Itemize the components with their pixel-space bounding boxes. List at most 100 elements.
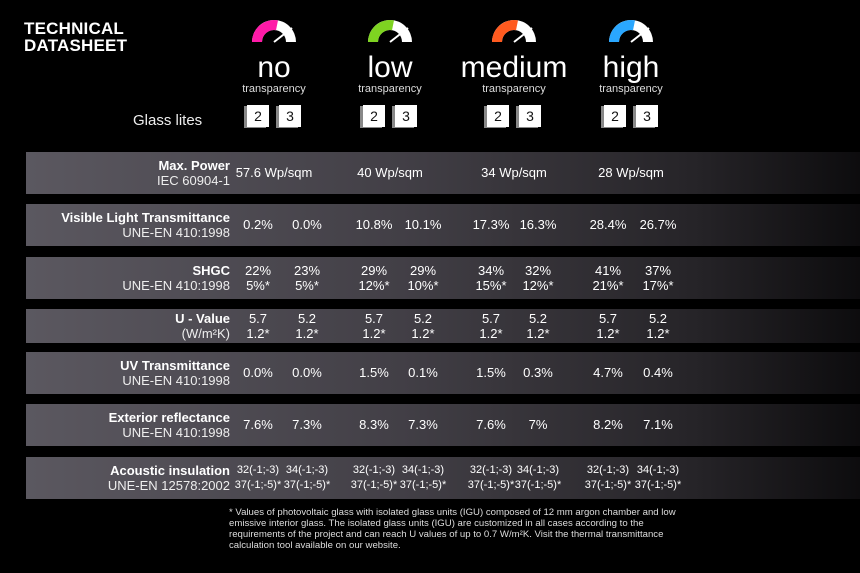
spec-value: 29% 12%* (349, 263, 399, 293)
spec-value: 7.3% (292, 417, 322, 432)
spec-value: 8.3% (359, 417, 389, 432)
spec-value-secondary: 12%* (358, 278, 390, 293)
column-header-medium: medium transparency 2 3 (449, 18, 579, 127)
spec-label: Max. Power (158, 158, 230, 173)
footnote: * Values of photovoltaic glass with isol… (229, 507, 676, 551)
transparency-caption: transparency (482, 83, 546, 95)
spec-value-secondary: 1.2* (479, 326, 503, 341)
transparency-gauge-icon (368, 20, 412, 43)
spec-value: 0.2% (243, 217, 273, 232)
spec-value-secondary: 10%* (407, 278, 439, 293)
spec-value-primary: 34(-1;-3) (636, 464, 680, 476)
glass-lite-2-icon: 2 (487, 105, 509, 127)
spec-row: UV Transmittance UNE-EN 410:1998 0.0% 0.0% 1… (26, 352, 860, 394)
spec-value-primary: 5.7 (481, 311, 501, 326)
spec-value: 37% 17%* (633, 263, 683, 293)
spec-value-primary: 5.7 (248, 311, 268, 326)
spec-value: 28.4% (589, 217, 627, 232)
spec-value: 10.8% (355, 217, 393, 232)
spec-value-secondary: 1.2* (526, 326, 550, 341)
spec-value-primary: 5.2 (297, 311, 317, 326)
spec-value-secondary: 37(-1;-5)* (399, 479, 447, 491)
spec-value: 0.1% (408, 365, 438, 380)
spec-label: Acoustic insulation (110, 463, 230, 478)
transparency-level: no (257, 51, 291, 84)
spec-value-secondary: 5%* (295, 278, 319, 293)
spec-value: 0.0% (243, 365, 273, 380)
spec-value-primary: 32% (524, 263, 552, 278)
spec-label: SHGC (192, 263, 230, 278)
column-header-low: low transparency 2 3 (325, 18, 455, 127)
spec-value-primary: 34(-1;-3) (285, 464, 329, 476)
spec-standard: UNE-EN 12578:2002 (107, 478, 230, 493)
spec-value: 7.3% (408, 417, 438, 432)
spec-value: 0.0% (292, 217, 322, 232)
spec-value-primary: 29% (409, 263, 437, 278)
spec-value: 32(-1;-3) 37(-1;-5)* (233, 463, 283, 493)
spec-value-secondary: 37(-1;-5)* (283, 479, 331, 491)
spec-name: Acoustic insulation UNE-EN 12578:2002 (30, 463, 230, 493)
spec-value: 34(-1;-3) 37(-1;-5)* (398, 463, 448, 493)
spec-value-secondary: 37(-1;-5)* (514, 479, 562, 491)
spec-name: Max. Power IEC 60904-1 (30, 158, 230, 188)
column-header-no: no transparency 2 3 (209, 18, 339, 127)
spec-value: 23% 5%* (282, 263, 332, 293)
spec-value-secondary: 1.2* (246, 326, 270, 341)
spec-value: 4.7% (593, 365, 623, 380)
spec-value-secondary: 1.2* (411, 326, 435, 341)
spec-value: 41% 21%* (583, 263, 633, 293)
glass-lite-3-icon: 3 (279, 105, 301, 127)
spec-value-secondary: 37(-1;-5)* (634, 479, 682, 491)
spec-standard: IEC 60904-1 (157, 173, 230, 188)
spec-standard: UNE-EN 410:1998 (122, 373, 230, 388)
spec-value: 28 Wp/sqm (598, 165, 664, 180)
spec-value: 7.6% (476, 417, 506, 432)
transparency-gauge-icon (252, 20, 296, 43)
spec-value: 34% 15%* (466, 263, 516, 293)
spec-value: 5.7 1.2* (466, 311, 516, 341)
glass-lite-3-icon: 3 (636, 105, 658, 127)
spec-value-primary: 34(-1;-3) (516, 464, 560, 476)
spec-value-primary: 5.2 (528, 311, 548, 326)
spec-value: 1.5% (476, 365, 506, 380)
spec-label: U - Value (175, 311, 230, 326)
glass-lite-3-icon: 3 (519, 105, 541, 127)
spec-value-primary: 34(-1;-3) (401, 464, 445, 476)
spec-label: UV Transmittance (120, 358, 230, 373)
spec-value-primary: 32(-1;-3) (469, 464, 513, 476)
spec-value: 34(-1;-3) 37(-1;-5)* (633, 463, 683, 493)
title-line-2: DATASHEET (24, 36, 128, 55)
spec-value: 0.3% (523, 365, 553, 380)
spec-value-primary: 41% (594, 263, 622, 278)
spec-value: 29% 10%* (398, 263, 448, 293)
title-line-1: TECHNICAL (24, 19, 125, 38)
spec-value-primary: 32(-1;-3) (352, 464, 396, 476)
spec-value: 0.4% (643, 365, 673, 380)
column-header-high: high transparency 2 3 (566, 18, 696, 127)
spec-value: 32(-1;-3) 37(-1;-5)* (349, 463, 399, 493)
spec-value-primary: 5.7 (364, 311, 384, 326)
spec-row: U - Value (W/m²K) 5.7 1.2* 5.2 1.2* 5.7 1.2* 5.2… (26, 309, 860, 343)
spec-value: 32(-1;-3) 37(-1;-5)* (466, 463, 516, 493)
transparency-caption: transparency (599, 83, 663, 95)
glass-lite-3-icon: 3 (395, 105, 417, 127)
spec-row: Visible Light Transmittance UNE-EN 410:19… (26, 204, 860, 246)
spec-value: 5.7 1.2* (583, 311, 633, 341)
spec-value: 16.3% (519, 217, 557, 232)
spec-value-secondary: 37(-1;-5)* (584, 479, 632, 491)
spec-value: 0.0% (292, 365, 322, 380)
spec-value: 32% 12%* (513, 263, 563, 293)
transparency-level: medium (460, 51, 568, 84)
spec-value: 5.2 1.2* (398, 311, 448, 341)
transparency-level: low (367, 51, 413, 84)
spec-row: Exterior reflectance UNE-EN 410:1998 7.6% 7… (26, 404, 860, 446)
spec-value-primary: 5.2 (648, 311, 668, 326)
spec-value-primary: 22% (244, 263, 272, 278)
spec-label: Exterior reflectance (108, 410, 230, 425)
glass-lite-2-icon: 2 (604, 105, 626, 127)
spec-value-secondary: 17%* (642, 278, 674, 293)
spec-value-primary: 23% (293, 263, 321, 278)
spec-name: SHGC UNE-EN 410:1998 (30, 263, 230, 293)
